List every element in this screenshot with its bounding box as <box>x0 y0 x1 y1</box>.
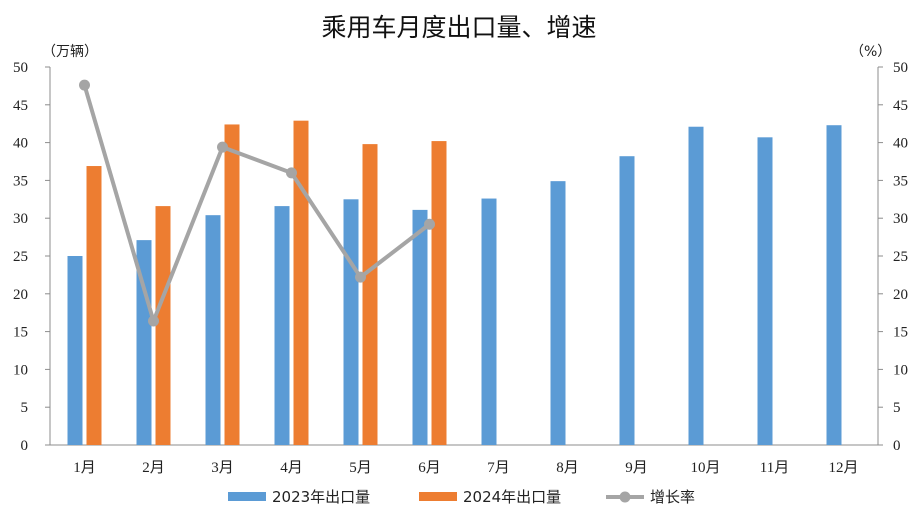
right-tick-label: 30 <box>893 211 908 227</box>
right-tick-label: 50 <box>893 60 908 76</box>
right-tick-label: 20 <box>893 287 908 303</box>
right-tick-label: 0 <box>893 438 901 454</box>
left-tick-label: 5 <box>21 400 29 416</box>
chart-title: 乘用车月度出口量、增速 <box>321 13 597 42</box>
bar-2023 <box>136 240 152 445</box>
bar-2023 <box>550 181 566 445</box>
bar-2023 <box>205 215 221 445</box>
right-tick-label: 25 <box>893 249 908 265</box>
x-tick-label: 12月 <box>828 460 858 476</box>
legend-label-growth: 增长率 <box>650 488 695 506</box>
legend-label-2023: 2023年出口量 <box>272 488 370 506</box>
legend-swatch-2023 <box>228 492 266 501</box>
growth-rate-point <box>148 315 159 327</box>
x-tick-label: 3月 <box>211 460 234 476</box>
left-tick-label: 25 <box>13 249 28 265</box>
left-tick-label: 10 <box>13 362 28 378</box>
x-tick-label: 7月 <box>487 460 510 476</box>
right-tick-label: 40 <box>893 136 908 152</box>
bar-2023 <box>688 126 704 445</box>
bar-2023 <box>481 198 497 445</box>
x-tick-label: 5月 <box>349 460 372 476</box>
right-tick-label: 35 <box>893 173 908 189</box>
growth-rate-point <box>79 79 90 91</box>
bar-2024 <box>431 141 447 445</box>
bar-2023 <box>412 209 428 445</box>
bar-2024 <box>155 206 171 445</box>
left-tick-label: 0 <box>21 438 29 454</box>
right-tick-label: 15 <box>893 325 908 341</box>
line-series-group <box>79 79 435 327</box>
growth-rate-point <box>355 271 366 283</box>
left-tick-label: 15 <box>13 325 28 341</box>
x-tick-label: 6月 <box>418 460 441 476</box>
growth-rate-point <box>424 218 435 230</box>
right-tick-label: 45 <box>893 98 908 114</box>
legend-label-2024: 2024年出口量 <box>463 488 561 506</box>
bar-2023 <box>757 137 773 446</box>
bar-series-group <box>67 120 842 446</box>
x-tick-label: 8月 <box>556 460 579 476</box>
bar-2023 <box>826 125 842 445</box>
x-tick-label: 1月 <box>73 460 96 476</box>
x-tick-label: 11月 <box>760 460 789 476</box>
x-tick-label: 2月 <box>142 460 165 476</box>
bar-2024 <box>224 124 240 446</box>
left-tick-label: 50 <box>13 60 28 76</box>
legend: 2023年出口量 2024年出口量 增长率 <box>228 488 695 506</box>
x-tick-label: 10月 <box>690 460 720 476</box>
bar-2023 <box>343 199 359 445</box>
growth-rate-point <box>286 167 297 179</box>
legend-swatch-2024 <box>419 492 457 501</box>
right-tick-label: 10 <box>893 362 908 378</box>
legend-swatch-growth-marker <box>619 491 631 503</box>
left-tick-label: 20 <box>13 287 28 303</box>
bar-2024 <box>86 166 102 445</box>
right-tick-label: 5 <box>893 400 901 416</box>
left-tick-label: 40 <box>13 136 28 152</box>
bar-2024 <box>362 144 378 445</box>
x-tick-label: 9月 <box>625 460 648 476</box>
axes: 0 0 5 5 10 10 15 15 20 20 25 25 30 30 35 35 40 40 45 45 50 50… <box>13 60 908 476</box>
bar-2023 <box>67 256 83 445</box>
bar-2023 <box>274 206 290 445</box>
left-axis-unit: （万辆） <box>42 44 98 60</box>
left-tick-label: 30 <box>13 211 28 227</box>
left-tick-label: 35 <box>13 173 28 189</box>
growth-rate-line <box>82 84 431 324</box>
bar-2023 <box>619 156 635 445</box>
growth-rate-point <box>217 141 228 153</box>
x-tick-label: 4月 <box>280 460 303 476</box>
bar-2024 <box>293 120 309 446</box>
left-tick-label: 45 <box>13 98 28 114</box>
right-axis-unit: （%） <box>850 44 891 60</box>
